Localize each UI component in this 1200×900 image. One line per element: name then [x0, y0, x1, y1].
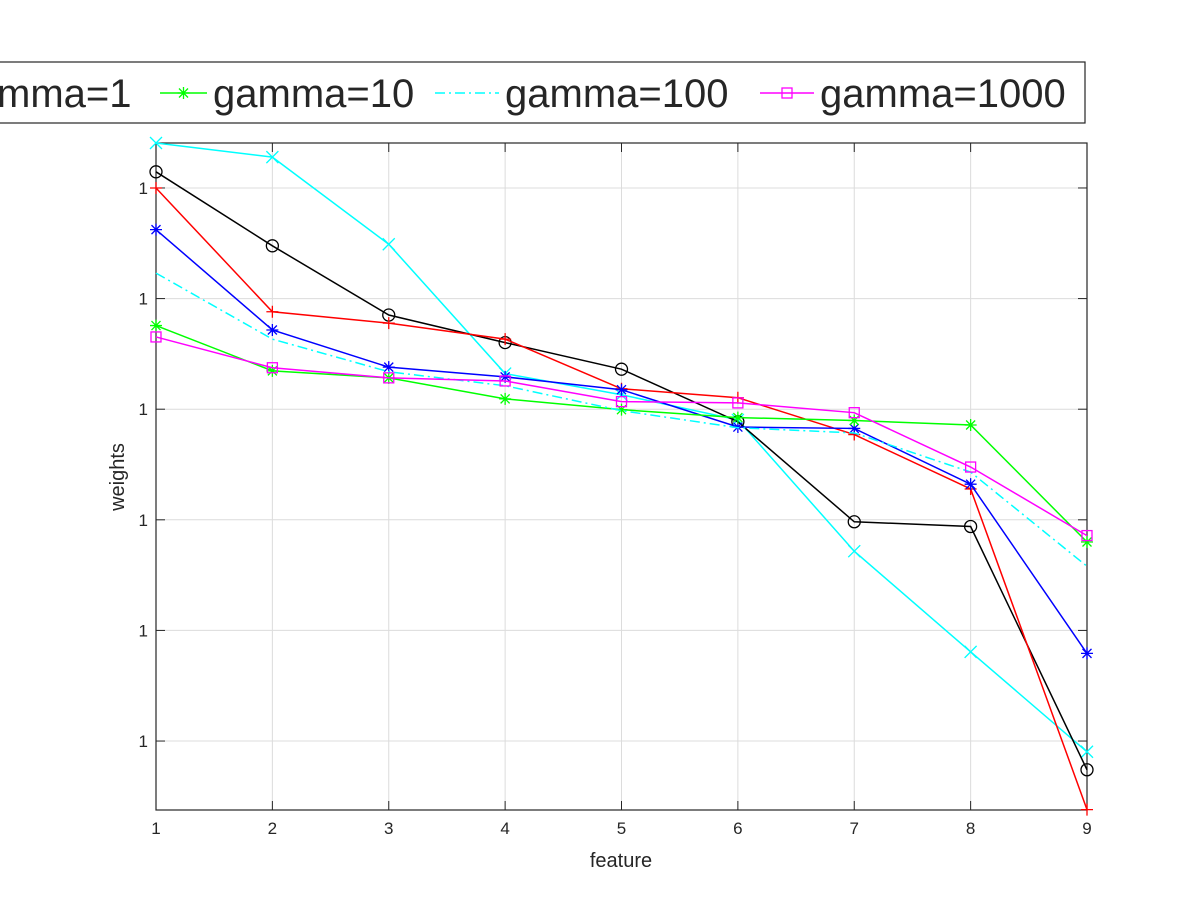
marker: [615, 396, 628, 408]
marker: [265, 239, 280, 253]
marker: [266, 323, 279, 336]
marker: [732, 397, 744, 409]
marker: [149, 165, 163, 179]
marker: [731, 411, 744, 424]
marker: [1080, 763, 1094, 777]
marker: [265, 150, 279, 164]
marker: [615, 383, 628, 396]
marker: [150, 223, 162, 236]
y-tick-label: 1: [139, 400, 148, 419]
marker: [964, 461, 977, 473]
marker: [614, 362, 629, 376]
x-tick-label: 7: [850, 819, 859, 838]
marker: [615, 403, 628, 416]
series-line: [155, 336, 1088, 537]
marker: [848, 422, 861, 435]
marker: [847, 515, 861, 529]
marker: [177, 87, 190, 99]
legend-label: gamma=10: [213, 72, 414, 116]
y-tick-label: 1: [139, 511, 148, 530]
x-tick-label: 8: [966, 819, 975, 838]
marker: [499, 370, 512, 383]
legend-label: mma=1: [0, 72, 132, 116]
y-tick-label: 1: [139, 732, 148, 751]
marker: [1081, 536, 1093, 549]
marker: [964, 478, 977, 491]
series-line: [155, 171, 1088, 771]
marker: [499, 375, 511, 387]
marker: [964, 418, 977, 431]
marker: [1081, 647, 1093, 660]
y-tick-label: 1: [139, 179, 148, 198]
marker: [150, 331, 162, 343]
series: [150, 223, 1093, 660]
x-tick-label: 4: [500, 819, 509, 838]
marker: [382, 361, 395, 374]
x-tick-label: 9: [1082, 819, 1091, 838]
marker: [499, 392, 512, 405]
marker: [149, 136, 163, 150]
x-axis-label: feature: [590, 850, 652, 872]
marker: [963, 519, 978, 534]
marker: [1081, 803, 1093, 816]
marker: [1080, 745, 1094, 759]
marker: [847, 544, 861, 558]
marker: [150, 181, 162, 194]
y-tick-label: 1: [139, 290, 148, 309]
marker: [964, 645, 978, 659]
series: [150, 319, 1093, 549]
marker: [382, 237, 396, 251]
x-tick-label: 5: [617, 819, 626, 838]
marker: [781, 87, 793, 99]
series: [150, 331, 1093, 542]
marker: [266, 362, 279, 374]
marker: [266, 305, 279, 318]
marker: [383, 372, 395, 384]
x-tick-label: 6: [733, 819, 742, 838]
y-axis-label: weights: [107, 443, 129, 512]
marker: [150, 319, 162, 332]
legend-label: gamma=1000: [820, 72, 1066, 116]
marker: [382, 317, 395, 330]
marker: [848, 407, 860, 419]
x-tick-label: 3: [384, 819, 393, 838]
marker: [266, 364, 279, 377]
marker: [1081, 529, 1093, 542]
x-tick-label: 1: [151, 819, 160, 838]
series: [155, 272, 1088, 567]
series-line: [155, 272, 1088, 567]
x-tick-label: 2: [268, 819, 277, 838]
legend-label: gamma=100: [505, 72, 728, 116]
marker: [848, 414, 861, 427]
y-tick-label: 1: [139, 621, 148, 640]
marker: [499, 333, 512, 346]
